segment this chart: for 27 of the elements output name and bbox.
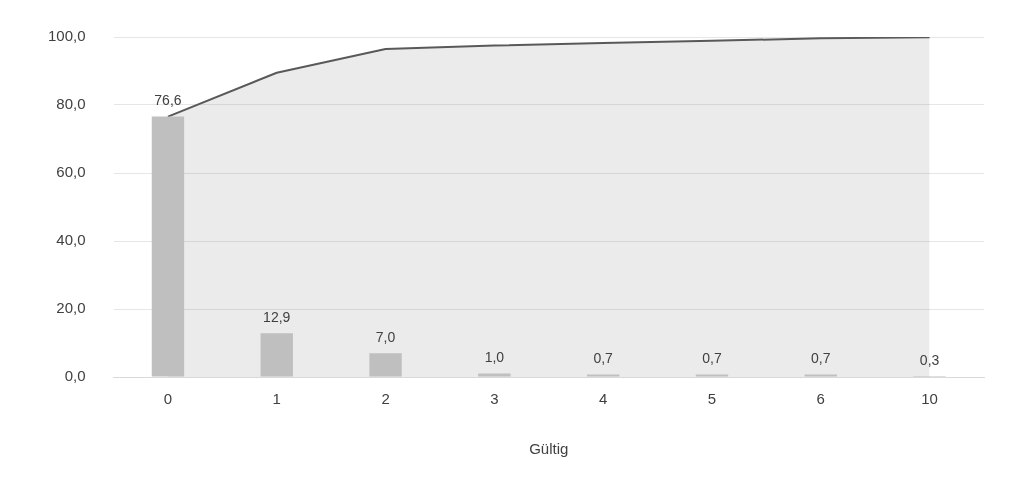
bar bbox=[478, 373, 511, 377]
data-label: 0,7 bbox=[593, 350, 614, 367]
data-label: 7,0 bbox=[375, 329, 396, 346]
y-tick-label: 60,0 bbox=[56, 163, 86, 181]
data-label: 0,3 bbox=[919, 351, 940, 368]
data-label: 0,7 bbox=[811, 350, 831, 367]
x-tick-label: 10 bbox=[921, 390, 938, 408]
x-tick-label: 6 bbox=[816, 390, 825, 408]
x-tick-label: 4 bbox=[599, 390, 608, 408]
x-tick-label: 0 bbox=[163, 390, 173, 408]
y-tick-label: 80,0 bbox=[56, 95, 86, 113]
data-label: 1,0 bbox=[484, 349, 505, 366]
data-label: 76,6 bbox=[154, 92, 182, 109]
x-tick-label: 3 bbox=[490, 390, 499, 408]
x-tick-label: 1 bbox=[272, 390, 281, 408]
x-tick-label: 5 bbox=[707, 390, 717, 408]
bar bbox=[151, 116, 185, 377]
y-tick-label: 0,0 bbox=[64, 367, 86, 385]
x-tick-label: 2 bbox=[381, 390, 390, 408]
y-tick-label: 20,0 bbox=[56, 299, 86, 317]
bar bbox=[369, 353, 402, 377]
bar bbox=[260, 333, 293, 377]
y-tick-label: 40,0 bbox=[56, 231, 86, 249]
y-tick-label: 100,0 bbox=[47, 27, 86, 45]
data-label: 12,9 bbox=[263, 309, 291, 325]
x-axis-title: Gültig bbox=[529, 440, 569, 458]
data-label: 0,7 bbox=[702, 350, 722, 367]
